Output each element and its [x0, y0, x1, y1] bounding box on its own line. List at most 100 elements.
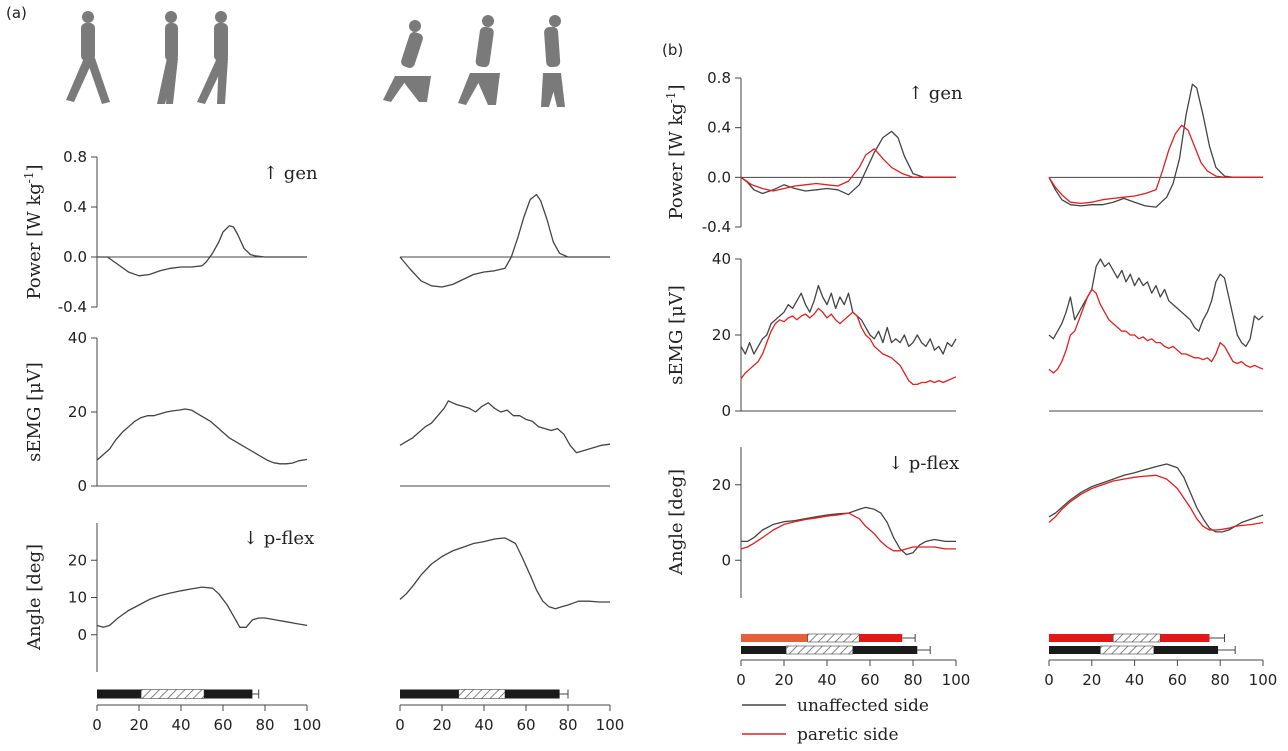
y-axis-label: Angle [deg]: [666, 469, 687, 576]
y-tick-label: 0.0: [707, 168, 731, 186]
x-tick-label: 20: [1082, 671, 1101, 689]
phase-bar-solid: [97, 689, 142, 699]
walking-figure-icon: [66, 11, 228, 104]
phase-bar-hatched: [458, 689, 506, 699]
y-axis-label-end: ]: [24, 164, 45, 171]
y-axis-label: sEMG [μV]: [24, 362, 45, 462]
x-tick-label: 40: [1125, 671, 1144, 689]
phase-bar-solid: [1049, 646, 1101, 654]
x-tick-label: 100: [293, 716, 322, 734]
y-axis-label: Power [W kg-1]: [22, 164, 45, 299]
x-axis-a_walk: 0 20 40 60 80 100: [92, 704, 322, 734]
y-axis-label-sup: -1: [664, 92, 678, 104]
chart-b_power_walk: 0.8 0.4 0.0 -0.4 ↑ gen Power [W kg-1]: [664, 69, 963, 236]
phase-bar-hatched: [807, 633, 860, 643]
phase-bar-a_sit: [400, 689, 569, 699]
series-line-unaffected: [1048, 258, 1264, 348]
phase-bar-solid: [1153, 646, 1219, 654]
chart-a_emg_walk: 40 20 0 sEMG [μV]: [24, 329, 308, 495]
y-tick-label: 20: [712, 476, 731, 494]
phase-bar-hatched: [1112, 633, 1161, 643]
y-tick-label: 0.4: [707, 119, 731, 137]
phase-bar-b_sit: [1049, 645, 1236, 655]
panel-label-b: (b): [662, 41, 683, 59]
y-tick-label: 10: [68, 589, 87, 607]
series-line-paretic: [740, 512, 956, 552]
x-tick-label: 0: [395, 716, 405, 734]
annotation-label: ↓ p-flex: [888, 453, 959, 474]
y-tick-label: 0.8: [707, 69, 731, 87]
x-tick-label: 60: [1168, 671, 1187, 689]
phase-bar-solid: [204, 689, 253, 699]
charts-layer: 0.8 0.4 0.0 -0.4 ↑ gen Power [W kg-1] 40 20 0 sEM…: [22, 69, 1277, 734]
chart-b_emg_walk: 40 20 0 sEMG [μV]: [666, 250, 957, 420]
x-axis-b_sit: 0 20 40 60 80 100: [1044, 659, 1277, 689]
series-line-unaffected: [96, 408, 308, 465]
x-tick-label: 80: [255, 716, 274, 734]
x-axis-b_walk: 0 20 40 60 80 100: [736, 659, 971, 689]
y-axis-label-end: ]: [666, 84, 687, 91]
series-line-unaffected: [96, 586, 308, 628]
annotation-label: ↑ gen: [908, 83, 963, 104]
chart-a_power_sit: [399, 193, 610, 288]
x-tick-label: 100: [942, 671, 971, 689]
y-tick-label: 0.0: [63, 248, 87, 266]
x-tick-label: 40: [474, 716, 493, 734]
y-axis-label: sEMG [μV]: [666, 285, 687, 385]
x-tick-label: 40: [817, 671, 836, 689]
phase-bar-b_walk: [741, 633, 916, 643]
phase-bar-solid: [1160, 634, 1210, 642]
series-line-unaffected: [1048, 463, 1264, 533]
x-axis-a_sit: 0 20 40 60 80 100: [395, 704, 625, 734]
x-tick-label: 80: [903, 671, 922, 689]
x-tick-label: 60: [860, 671, 879, 689]
chart-a_angle_sit: [399, 537, 610, 610]
chart-a_emg_sit: [399, 400, 611, 487]
y-tick-label: 0: [77, 626, 87, 644]
chart-a_power_walk: 0.8 0.4 0.0 -0.4 ↑ gen Power [W kg-1]: [22, 148, 318, 316]
y-tick-label: 20: [68, 551, 87, 569]
legend-label-unaffected: unaffected side: [797, 696, 929, 716]
phase-bar-solid: [859, 634, 903, 642]
series-line-paretic: [1048, 124, 1263, 205]
chart-b_emg_sit: [1048, 258, 1264, 412]
phase-bar-hatched: [140, 689, 205, 699]
x-tick-label: 20: [129, 716, 148, 734]
y-tick-label: 20: [68, 403, 87, 421]
x-tick-label: 60: [516, 716, 535, 734]
y-tick-label: 0.4: [63, 198, 87, 216]
y-axis-label: Angle [deg]: [24, 544, 45, 651]
y-tick-label: 40: [68, 329, 87, 347]
chart-a_angle_walk: 20 10 0 ↓ p-flex Angle [deg]: [24, 523, 314, 672]
sit-to-walk-figure-icon: [383, 15, 565, 107]
x-tick-label: 60: [213, 716, 232, 734]
chart-b_angle_walk: 20 0 ↓ p-flex Angle [deg]: [666, 447, 959, 598]
annotation-label: ↓ p-flex: [243, 528, 314, 549]
chart-b_angle_sit: [1048, 463, 1264, 533]
legend-label-paretic: paretic side: [797, 725, 899, 745]
series-line-unaffected: [1048, 83, 1263, 208]
x-tick-label: 40: [171, 716, 190, 734]
series-line-unaffected: [740, 130, 956, 196]
y-tick-label: 40: [712, 250, 731, 268]
phase-bar-solid: [741, 646, 787, 654]
y-axis-label: Power [W kg-1]: [664, 84, 687, 219]
series-line-unaffected: [740, 284, 957, 355]
x-tick-label: 20: [432, 716, 451, 734]
phase-bar-solid: [852, 646, 918, 654]
series-line-paretic: [1048, 474, 1264, 531]
y-tick-label: -0.4: [702, 218, 731, 236]
phase-bar-solid: [1049, 634, 1114, 642]
series-line-unaffected: [399, 400, 611, 454]
y-tick-label: 0: [721, 551, 731, 569]
series-line-unaffected: [97, 225, 307, 277]
phase-bar-solid: [505, 689, 560, 699]
x-tick-label: 100: [596, 716, 625, 734]
y-tick-label: 0: [721, 402, 731, 420]
panel-label-a: (a): [6, 4, 27, 22]
x-tick-label: 0: [736, 671, 746, 689]
x-tick-label: 20: [774, 671, 793, 689]
phase-bar-a_walk: [97, 689, 260, 699]
y-tick-label: 0: [77, 477, 87, 495]
